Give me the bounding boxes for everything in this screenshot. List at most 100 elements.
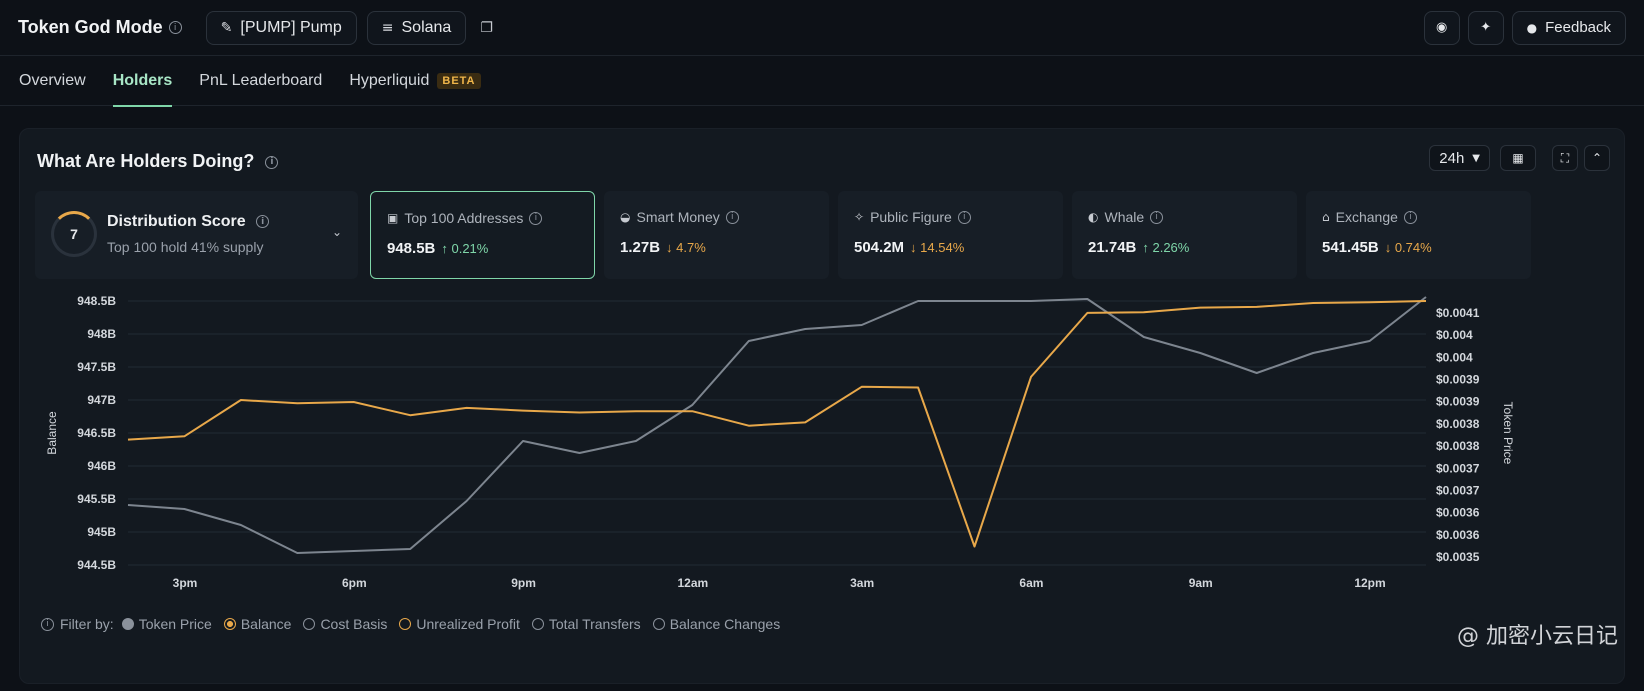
y2-axis-label: Token Price [1501,402,1515,465]
metric-card-smart-money[interactable]: ◒ Smart Money i 1.27B ↓ 4.7% [604,191,829,279]
timeframe-value: 24h [1439,149,1465,167]
holders-line-chart[interactable]: 948.5B 948B 947.5B 947B 946.5B 946B 945.5B 945B… [20,129,1626,609]
expand-icon: ⛶ [1560,150,1570,165]
timeframe-dropdown[interactable]: 24h ▼ [1429,145,1490,171]
y2-tick-label: $0.0041 [1436,306,1480,320]
token-selector-button[interactable]: ✎ [PUMP] Pump [205,10,357,45]
filter-label: Total Transfers [548,616,641,632]
y2-tick-label: $0.0039 [1436,373,1480,387]
metric-label: ⌂ Exchange i [1322,209,1417,225]
info-icon[interactable]: i [265,155,279,169]
info-icon[interactable]: i [256,215,270,229]
filter-label: Balance [240,616,292,632]
token-label: [PUMP] Pump [240,18,342,36]
y2-tick-label: $0.004 [1436,328,1473,342]
calendar-button[interactable]: ▦ [1500,145,1536,171]
filter-label: Unrealized Profit [416,616,520,632]
smart-money-icon: ◒ [620,210,631,224]
distribution-score-card[interactable]: 7 Distribution Score i Top 100 hold 41% … [35,191,358,279]
metric-card-top-100[interactable]: ▣ Top 100 Addresses i 948.5B ↑ 0.21% [370,191,595,279]
chain-label: Solana [401,18,452,36]
chevron-up-icon: ⌃ [1591,151,1603,165]
metric-value-text: 504.2M [854,239,905,256]
metric-value: 504.2M ↓ 14.54% [854,239,964,256]
metric-value-text: 1.27B [620,239,661,256]
y2-tick-label: $0.0037 [1436,483,1480,497]
x-tick-label: 6pm [342,576,367,590]
tab-hyperliquid[interactable]: Hyperliquid BETA [349,56,481,106]
calendar-icon: ▦ [1512,151,1524,165]
chevron-down-icon[interactable]: ⌄ [331,225,342,239]
whale-icon: ◐ [1088,210,1099,224]
pin-button[interactable]: ✦ [1467,10,1504,45]
tab-pnl-leaderboard[interactable]: PnL Leaderboard [199,56,322,106]
chart-filters: i Filter by: Token Price Balance Cost Ba… [41,616,792,632]
metric-change: ↓ 4.7% [666,240,706,255]
chain-selector-button[interactable]: ≡ Solana [366,10,467,45]
feedback-button[interactable]: ● Feedback [1511,10,1626,45]
filter-prefix: Filter by: [60,616,114,632]
tab-label: PnL Leaderboard [199,72,323,89]
pin-icon: ✦ [1480,20,1492,35]
info-icon[interactable]: i [725,210,739,224]
copy-icon[interactable]: ❐ [480,19,493,36]
chat-bubble-icon: ● [1526,20,1538,35]
metric-card-whale[interactable]: ◐ Whale i 21.74B ↑ 2.26% [1072,191,1297,279]
metric-label: ▣ Top 100 Addresses i [387,210,543,226]
metric-value: 1.27B ↓ 4.7% [620,239,706,256]
radio-icon [223,618,236,630]
tab-holders[interactable]: Holders [112,56,173,107]
x-tick-label: 3pm [173,576,198,590]
fullscreen-button[interactable]: ⛶ [1552,145,1578,171]
metric-label-text: Exchange [1335,209,1398,225]
metric-card-public-figure[interactable]: ✧ Public Figure i 504.2M ↓ 14.54% [838,191,1063,279]
info-icon[interactable]: i [1150,210,1164,224]
filter-token-price[interactable]: Token Price [121,616,212,632]
metric-label: ◐ Whale i [1088,209,1164,225]
radio-icon [531,618,544,630]
watch-button[interactable]: ◉ [1423,10,1460,45]
panel-controls: 24h ▼ ▦ ⛶ ⌃ [1429,145,1610,171]
tab-overview[interactable]: Overview [19,56,86,106]
radio-icon [303,618,316,630]
filter-balance[interactable]: Balance [223,616,292,632]
app-title: Token God Mode [18,17,163,37]
tab-label: Hyperliquid [349,72,430,89]
info-icon[interactable]: i [957,210,971,224]
filter-total-transfers[interactable]: Total Transfers [531,616,641,632]
chevron-down-icon: ▼ [1472,152,1480,164]
filter-unrealized-profit[interactable]: Unrealized Profit [399,616,520,632]
metric-card-exchange[interactable]: ⌂ Exchange i 541.45B ↓ 0.74% [1306,191,1531,279]
info-icon[interactable]: i [1403,210,1417,224]
metric-label-text: Whale [1104,209,1145,225]
filter-cost-basis[interactable]: Cost Basis [303,616,387,632]
balance-series-line [127,300,1427,548]
filter-balance-changes[interactable]: Balance Changes [652,616,780,632]
x-tick-label: 9pm [511,576,536,590]
tab-label: Overview [19,72,86,89]
y2-tick-label: $0.0036 [1436,506,1480,520]
info-icon[interactable]: i [168,21,182,34]
x-tick-label: 6am [1019,576,1043,590]
tab-label: Holders [112,72,173,89]
metric-label: ◒ Smart Money i [620,209,739,225]
radio-icon [652,618,665,630]
info-icon: i [41,617,54,631]
radio-icon [399,618,412,630]
metric-change: ↑ 0.21% [441,241,489,256]
eye-icon: ◉ [1435,20,1448,35]
y2-tick-label: $0.0036 [1436,528,1480,542]
y-tick-label: 948.5B [77,294,116,308]
metric-label-text: Top 100 Addresses [404,210,524,226]
y-tick-label: 946.5B [77,426,116,440]
y2-tick-label: $0.0038 [1436,417,1480,431]
exchange-icon: ⌂ [1322,210,1330,224]
filter-label: Token Price [138,616,212,632]
x-tick-label: 12pm [1354,576,1385,590]
y2-tick-label: $0.0035 [1436,550,1480,564]
info-icon[interactable]: i [529,211,543,225]
metric-change: ↓ 0.74% [1384,240,1432,255]
collapse-button[interactable]: ⌃ [1584,145,1610,171]
y-tick-label: 944.5B [77,558,116,572]
y2-tick-label: $0.0038 [1436,439,1480,453]
